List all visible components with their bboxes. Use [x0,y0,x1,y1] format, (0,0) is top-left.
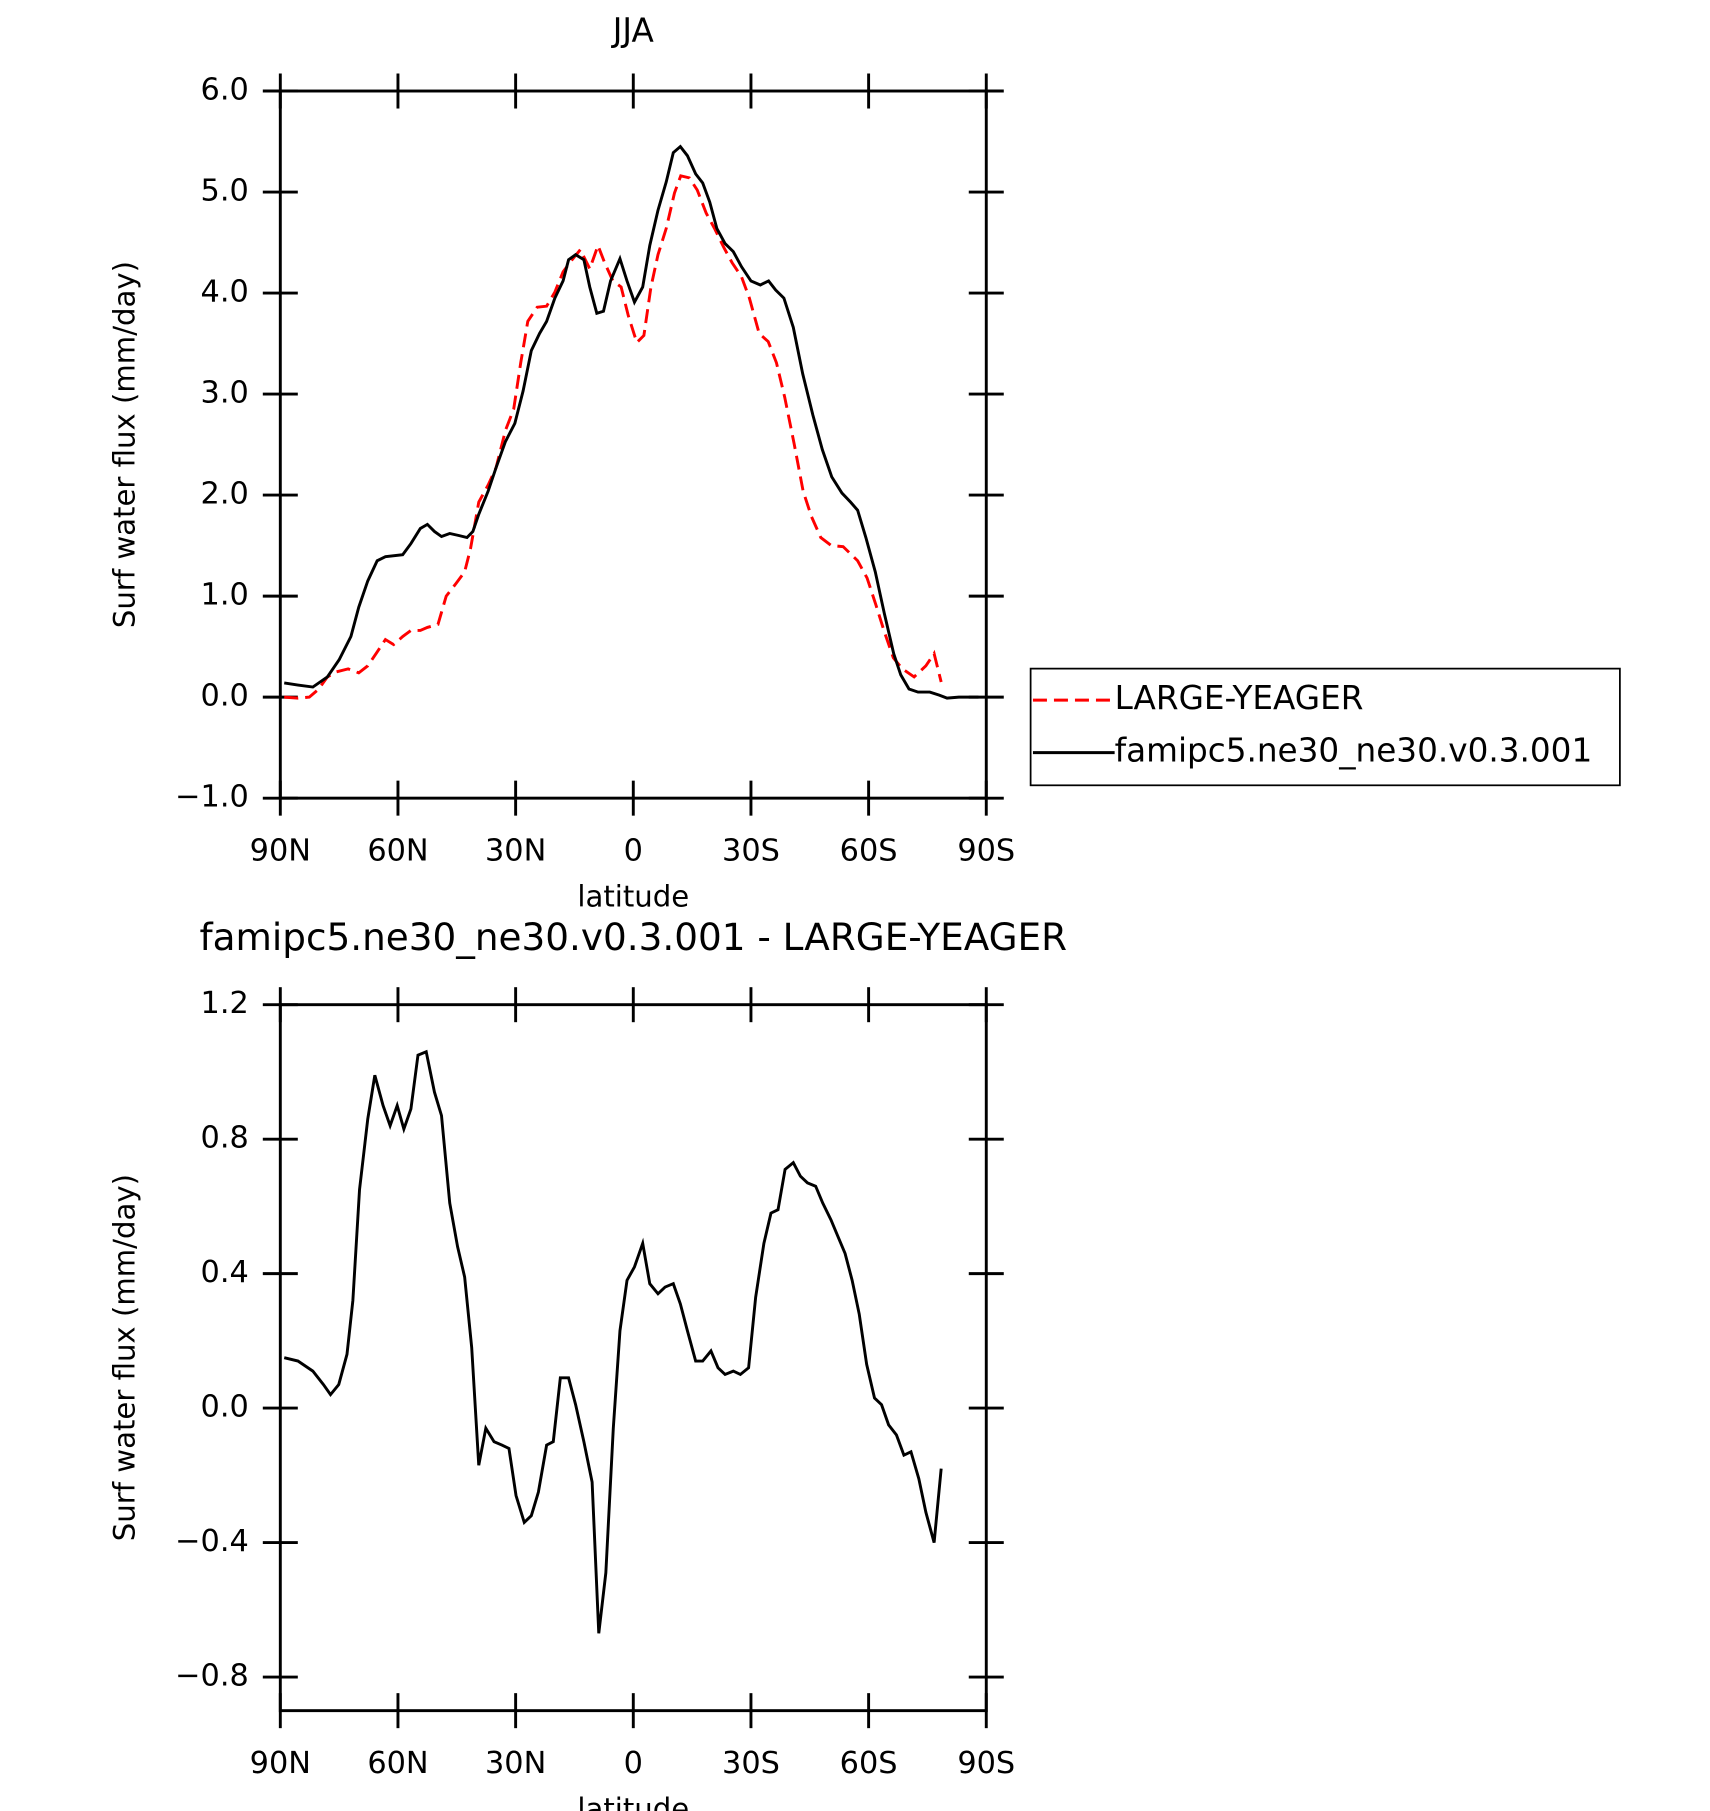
x-tick-label: 60N [367,1746,428,1781]
y-tick-label: −1.0 [175,780,249,815]
x-tick-label: 90N [250,833,311,868]
x-tick-label: 60N [367,833,428,868]
chart-title: JJA [611,12,655,50]
y-tick-label: 2.0 [201,477,249,512]
legend-label: LARGE-YEAGER [1115,679,1364,717]
x-tick-label: 0 [624,1746,643,1781]
legend-label: famipc5.ne30_ne30.v0.3.001 [1115,732,1593,770]
x-tick-label: 60S [840,833,898,868]
x-tick-label: 30N [485,833,546,868]
plot-frame [278,1003,988,1713]
y-axis-label: Surf water flux (mm/day) [107,1174,141,1541]
x-tick-label: 90S [957,1746,1015,1781]
data-line [284,144,979,700]
y-tick-label: −0.4 [175,1524,249,1559]
legend-box [1029,667,1621,787]
y-tick-label: 3.0 [201,376,249,411]
data-line [283,1049,943,1634]
x-tick-label: 60S [840,1746,898,1781]
x-tick-label: 30S [722,833,780,868]
x-tick-label: 90N [250,1746,311,1781]
chart-title: famipc5.ne30_ne30.v0.3.001 - LARGE-YEAGE… [200,915,1068,959]
x-tick-label: 30S [722,1746,780,1781]
x-axis-label: latitude [577,879,689,913]
y-tick-label: 0.0 [201,1390,249,1425]
y-tick-label: −0.8 [175,1659,249,1694]
y-tick-label: 5.0 [201,174,249,209]
y-tick-label: 0.8 [201,1121,249,1156]
y-tick-label: 0.4 [201,1255,249,1290]
y-axis-label: Surf water flux (mm/day) [107,261,141,628]
x-tick-label: 90S [957,833,1015,868]
x-tick-label: 0 [624,833,643,868]
y-tick-label: 0.0 [201,679,249,714]
y-tick-label: 4.0 [201,275,249,310]
y-tick-label: 1.0 [201,578,249,613]
x-axis-label: latitude [577,1792,689,1811]
x-tick-label: 30N [485,1746,546,1781]
data-line [284,174,943,700]
plot-frame [278,89,988,800]
y-tick-label: 6.0 [201,73,249,108]
y-tick-label: 1.2 [201,986,249,1021]
